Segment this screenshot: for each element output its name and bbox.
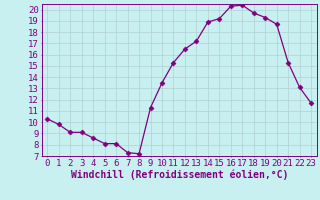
- X-axis label: Windchill (Refroidissement éolien,°C): Windchill (Refroidissement éolien,°C): [70, 169, 288, 180]
